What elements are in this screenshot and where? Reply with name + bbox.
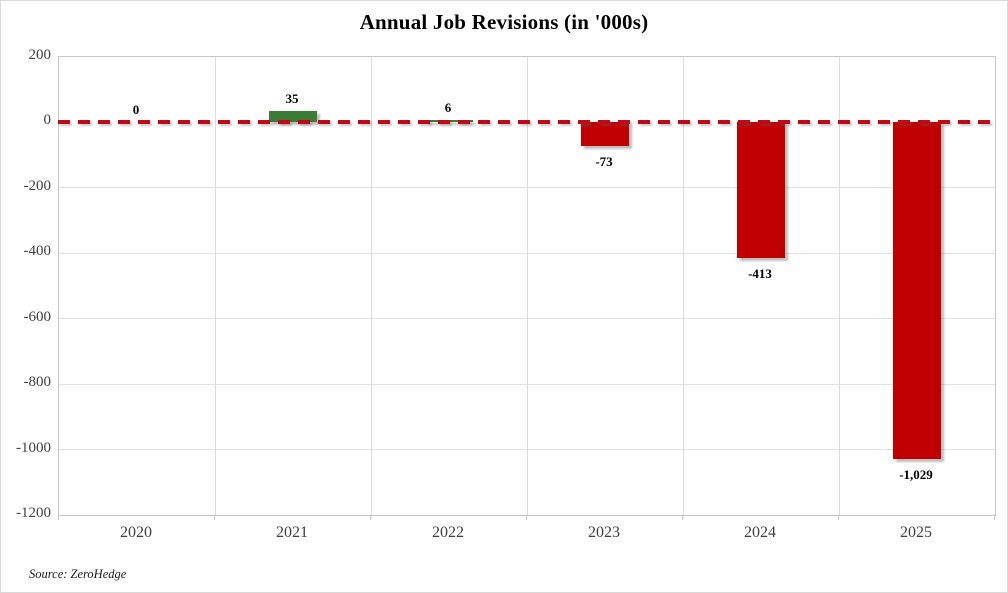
- bar-2023: [581, 122, 629, 147]
- y-tick-label: -1200: [16, 505, 51, 521]
- gridline-v: [370, 57, 372, 515]
- x-tick-mark: [58, 515, 59, 520]
- y-tick-label: 200: [28, 47, 52, 63]
- x-tick-label-2023: 2023: [588, 524, 620, 541]
- gridline-v: [838, 57, 840, 515]
- y-tick-label: -1000: [16, 439, 51, 456]
- bar-value-label: 6: [444, 100, 452, 116]
- x-tick-mark: [838, 515, 839, 520]
- x-tick-mark: [214, 515, 215, 520]
- x-tick-label-2025: 2025: [900, 524, 932, 541]
- gridline-v: [214, 57, 216, 515]
- gridline-v: [526, 57, 528, 515]
- bar-value-label: -413: [748, 265, 772, 281]
- x-tick-label-2021: 2021: [276, 524, 308, 541]
- zero-baseline: [58, 120, 996, 125]
- x-tick-label-2020: 2020: [120, 524, 152, 541]
- x-tick-mark: [370, 515, 371, 520]
- bar-2021: [269, 110, 317, 123]
- y-tick-label: -400: [23, 243, 52, 260]
- chart-title: Annual Job Revisions (in '000s): [359, 10, 649, 34]
- bar-value-label: -1,029: [899, 467, 933, 483]
- x-tick-mark: [526, 515, 527, 520]
- x-tick-mark: [994, 515, 995, 520]
- y-tick-label: -800: [23, 374, 52, 391]
- bar-2024: [737, 122, 785, 258]
- y-tick-label: -600: [23, 308, 52, 325]
- bar-value-label: 35: [285, 90, 299, 106]
- bar-2025: [893, 122, 941, 460]
- y-tick-label: 0: [43, 112, 52, 129]
- x-tick-label-2022: 2022: [432, 524, 464, 541]
- gridline-v: [682, 57, 684, 515]
- bar-value-label: -73: [595, 154, 613, 170]
- source-note: Source: ZeroHedge: [29, 567, 127, 581]
- x-tick-mark: [682, 515, 683, 520]
- plot-area: [58, 56, 996, 516]
- bar-value-label: 0: [132, 102, 140, 118]
- y-tick-label: -200: [23, 177, 52, 194]
- x-tick-label-2024: 2024: [744, 524, 776, 541]
